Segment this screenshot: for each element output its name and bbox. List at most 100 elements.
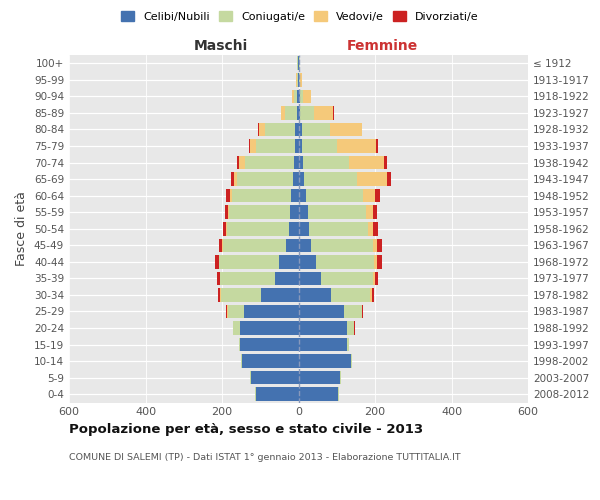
Bar: [285, 106, 296, 120]
Bar: [299, 106, 301, 120]
Bar: [299, 189, 306, 202]
Bar: [217, 272, 220, 285]
Bar: [301, 73, 302, 86]
Bar: [230, 189, 232, 202]
Bar: [226, 189, 230, 202]
Bar: [241, 322, 299, 335]
Bar: [259, 122, 265, 136]
Bar: [298, 56, 299, 70]
Bar: [299, 255, 316, 268]
Bar: [351, 354, 352, 368]
Bar: [224, 206, 228, 219]
Bar: [316, 255, 374, 268]
Bar: [373, 238, 377, 252]
Bar: [377, 255, 382, 268]
Bar: [256, 139, 295, 153]
Bar: [245, 156, 294, 170]
Bar: [298, 90, 299, 103]
Bar: [299, 371, 340, 384]
Bar: [299, 122, 302, 136]
Bar: [241, 354, 242, 368]
Bar: [238, 172, 293, 186]
Bar: [301, 106, 314, 120]
Bar: [349, 156, 384, 170]
Bar: [251, 371, 299, 384]
Bar: [293, 172, 299, 186]
Bar: [373, 206, 377, 219]
Bar: [340, 371, 341, 384]
Bar: [314, 106, 333, 120]
Legend: Celibi/Nubili, Coniugati/e, Vedovi/e, Divorziati/e: Celibi/Nubili, Coniugati/e, Vedovi/e, Di…: [118, 8, 482, 25]
Text: Femmine: Femmine: [347, 38, 418, 52]
Bar: [299, 56, 300, 70]
Bar: [227, 304, 228, 318]
Bar: [295, 122, 299, 136]
Bar: [261, 288, 299, 302]
Bar: [297, 56, 298, 70]
Bar: [228, 304, 244, 318]
Bar: [281, 106, 285, 120]
Bar: [220, 255, 278, 268]
Bar: [226, 304, 227, 318]
Bar: [229, 206, 290, 219]
Bar: [299, 172, 304, 186]
Bar: [347, 338, 349, 351]
Bar: [362, 304, 363, 318]
Bar: [250, 371, 251, 384]
Bar: [374, 255, 377, 268]
Bar: [299, 322, 347, 335]
Bar: [298, 73, 299, 86]
Bar: [275, 272, 299, 285]
Bar: [244, 304, 299, 318]
Bar: [376, 189, 380, 202]
Bar: [363, 189, 376, 202]
Bar: [376, 139, 377, 153]
Bar: [299, 90, 304, 103]
Bar: [347, 322, 355, 335]
Bar: [250, 139, 256, 153]
Bar: [249, 139, 250, 153]
Bar: [265, 122, 295, 136]
Bar: [299, 139, 302, 153]
Y-axis label: Fasce di età: Fasce di età: [16, 192, 28, 266]
Bar: [304, 172, 357, 186]
Bar: [331, 288, 370, 302]
Bar: [220, 288, 221, 302]
Bar: [220, 272, 275, 285]
Bar: [223, 222, 226, 235]
Bar: [299, 288, 331, 302]
Bar: [320, 272, 373, 285]
Bar: [304, 90, 311, 103]
Bar: [290, 206, 299, 219]
Bar: [372, 288, 374, 302]
Bar: [228, 206, 229, 219]
Text: Maschi: Maschi: [193, 38, 248, 52]
Bar: [295, 139, 299, 153]
Bar: [215, 255, 218, 268]
Bar: [384, 156, 387, 170]
Bar: [375, 272, 378, 285]
Bar: [223, 238, 286, 252]
Bar: [330, 122, 362, 136]
Bar: [218, 288, 220, 302]
Bar: [231, 172, 234, 186]
Bar: [294, 90, 298, 103]
Bar: [311, 238, 373, 252]
Bar: [238, 156, 239, 170]
Bar: [233, 322, 241, 335]
Bar: [299, 272, 320, 285]
Bar: [242, 354, 299, 368]
Bar: [344, 304, 362, 318]
Bar: [366, 206, 373, 219]
Bar: [221, 288, 261, 302]
Bar: [333, 106, 334, 120]
Bar: [292, 90, 294, 103]
Bar: [299, 156, 303, 170]
Bar: [377, 238, 382, 252]
Bar: [299, 338, 347, 351]
Bar: [299, 354, 351, 368]
Bar: [308, 206, 366, 219]
Bar: [294, 156, 299, 170]
Bar: [368, 222, 373, 235]
Bar: [256, 388, 299, 401]
